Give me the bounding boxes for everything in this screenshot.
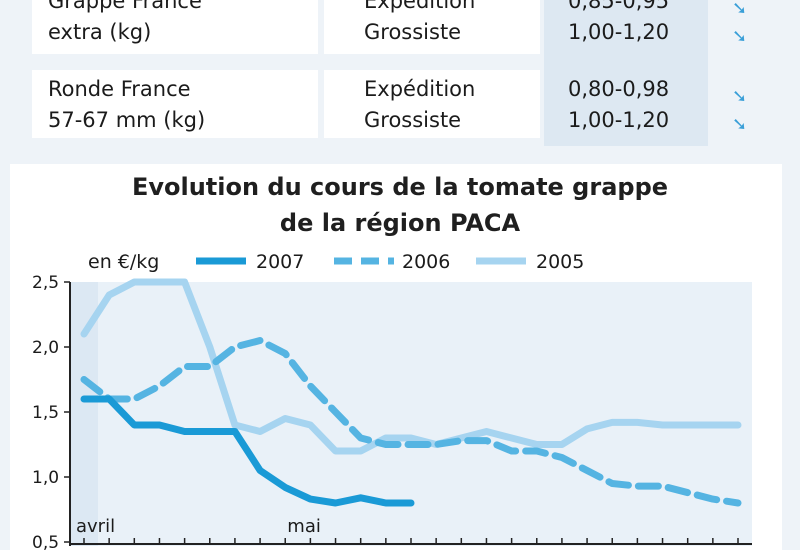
x-tick-label: mai [287, 516, 321, 537]
legend-label-2005: 2005 [536, 251, 584, 273]
arrow-down-right-icon: ➘ [732, 0, 748, 19]
arrow-down-right-icon: ➘ [732, 86, 748, 107]
stage-label: Expédition [364, 0, 476, 13]
stage-cell [324, 70, 540, 138]
series-line-2006 [80, 337, 742, 507]
price-value: 0,85-0,95 [568, 0, 670, 13]
price-column-background [544, 0, 708, 146]
stage-label: Expédition [364, 77, 476, 101]
series-line-2005 [80, 278, 742, 455]
product-cell [32, 0, 318, 54]
x-tick-label: avril [76, 516, 115, 537]
product-label: Grappe France [48, 0, 202, 13]
legend-label-2006: 2006 [402, 251, 450, 273]
price-value: 1,00-1,20 [568, 108, 670, 132]
chart-subtitle: de la région PACA [279, 209, 521, 237]
stage-label: Grossiste [364, 108, 462, 132]
unit-label: en €/kg [88, 251, 159, 273]
price-value: 0,80-0,98 [568, 77, 670, 101]
product-cell [32, 70, 318, 138]
product-label: 57-67 mm (kg) [48, 108, 206, 132]
y-tick-label: 2,5 [32, 273, 59, 293]
y-tick-label: 1,5 [32, 403, 59, 423]
stage-label: Grossiste [364, 20, 462, 44]
table-row: Ronde France 57-67 mm (kg) Expédition Gr… [32, 70, 784, 140]
y-tick-label: 2,0 [32, 338, 59, 358]
y-tick-label: 0,5 [32, 533, 59, 550]
product-label: Ronde France [48, 77, 191, 101]
chart-title: Evolution du cours de la tomate grappe [131, 173, 669, 201]
stage-cell [324, 0, 540, 54]
arrow-down-right-icon: ➘ [732, 26, 748, 47]
arrow-down-right-icon: ➘ [732, 114, 748, 135]
series-line-2007 [80, 395, 415, 507]
table-row: Grappe France extra (kg) Expédition Gros… [32, 0, 784, 56]
y-tick-label: 1,0 [32, 468, 59, 488]
price-table: Grappe France extra (kg) Expédition Gros… [32, 0, 784, 146]
price-value: 1,00-1,20 [568, 20, 670, 44]
legend-label-2007: 2007 [256, 251, 304, 273]
product-label: extra (kg) [48, 20, 152, 44]
